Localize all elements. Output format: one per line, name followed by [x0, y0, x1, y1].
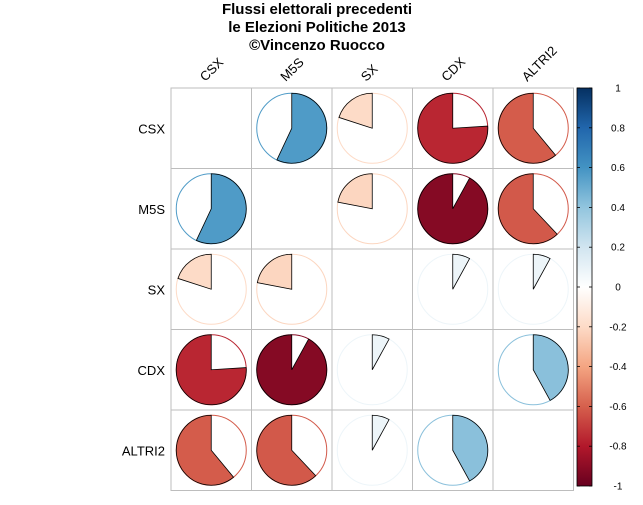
column-label: CSX	[197, 54, 227, 84]
pie-cell	[175, 414, 247, 486]
pie-slice	[452, 414, 489, 482]
colorbar-tick-label: -0.4	[609, 362, 627, 373]
colorbar-tick-label: -0.6	[609, 402, 627, 413]
pie-slice	[417, 173, 489, 245]
pie-cell	[175, 173, 247, 245]
pie-cell	[497, 173, 569, 245]
chart-title: Flussi elettorali precedenti le Elezioni…	[222, 1, 412, 54]
pie-cell	[175, 253, 247, 325]
colorbar: 1 0.8 0.6 0.4 0.2 0 -0.2 -0.4 -0.6 -0.8 -1	[576, 84, 627, 493]
matrix-cells	[175, 92, 569, 486]
pie-cell	[417, 253, 489, 325]
colorbar-tick-label: -1	[614, 482, 623, 493]
colorbar-tick-label: -0.8	[609, 442, 627, 453]
pie-cell	[175, 334, 247, 406]
pie-slice	[337, 173, 373, 210]
pie-slice	[371, 414, 390, 451]
pie-cell	[256, 334, 328, 406]
pie-cell	[336, 414, 408, 486]
pie-slice	[371, 334, 390, 370]
chart-title-line-3: ©Vincenzo Ruocco	[249, 37, 385, 54]
row-label: SX	[148, 282, 166, 297]
pie-cell	[417, 92, 489, 164]
pie-cell	[336, 92, 408, 164]
colorbar-tick-label: 0.8	[611, 123, 625, 134]
pie-cell	[256, 414, 328, 486]
colorbar-tick-label: 0.6	[611, 163, 625, 174]
chart-title-line-1: Flussi elettorali precedenti	[222, 1, 412, 18]
pie-slice	[276, 92, 328, 164]
pie-slice	[175, 414, 235, 486]
pie-slice	[497, 92, 557, 164]
pie-slice	[417, 92, 489, 164]
row-label: M5S	[138, 202, 165, 217]
colorbar-tick-label: 0	[615, 283, 621, 294]
pie-slice	[256, 334, 328, 406]
matrix-grid	[170, 87, 574, 491]
row-labels: CSX M5S SX CDX ALTRI2	[122, 121, 165, 458]
pie-slice	[452, 253, 471, 290]
chart-title-line-2: le Elezioni Politiche 2013	[228, 19, 406, 36]
pie-slice	[256, 414, 317, 486]
pie-slice	[195, 173, 247, 245]
pie-cell	[336, 334, 408, 406]
pie-cell	[497, 92, 569, 164]
pie-slice	[532, 334, 569, 401]
colorbar-tick-label: 0.4	[611, 203, 625, 214]
column-label: CDX	[438, 54, 468, 84]
pie-cell	[497, 253, 569, 325]
pie-slice	[497, 173, 558, 245]
pie-cell	[336, 173, 408, 245]
colorbar-tick-label: -0.2	[609, 322, 627, 333]
colorbar-tick-label: 1	[615, 84, 621, 95]
pie-slice	[338, 92, 373, 129]
pie-slice	[256, 253, 293, 290]
pie-cell	[417, 173, 489, 245]
column-label: M5S	[277, 54, 307, 84]
pie-cell	[497, 334, 569, 406]
column-label: ALTRI2	[519, 43, 560, 84]
pie-slice	[177, 253, 212, 290]
pie-cell	[256, 92, 328, 164]
pie-slice	[532, 253, 551, 290]
row-label: ALTRI2	[122, 443, 165, 458]
pie-cell	[256, 253, 328, 325]
row-label: CSX	[138, 121, 165, 136]
column-label: SX	[358, 61, 381, 84]
row-label: CDX	[138, 363, 166, 378]
pie-slice	[175, 334, 247, 406]
pie-cell	[417, 414, 489, 486]
colorbar-tick-label: 0.2	[611, 243, 625, 254]
grid-border	[170, 87, 574, 491]
